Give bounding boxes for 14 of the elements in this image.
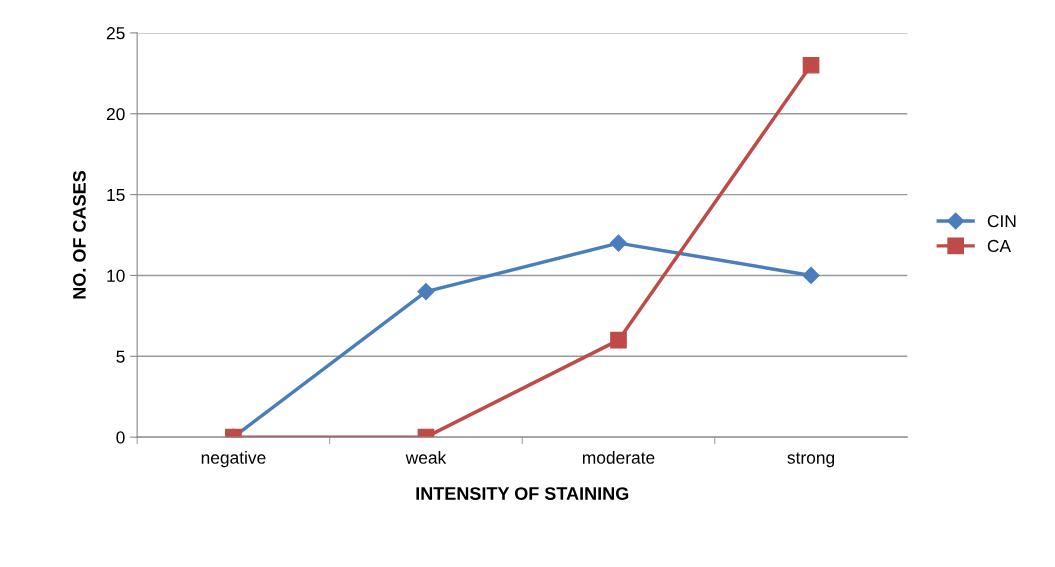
x-tick-label: strong	[787, 452, 835, 468]
x-tick-label: moderate	[582, 451, 655, 464]
x-tick-label: negative	[201, 451, 266, 468]
y-tick-label: 5	[116, 350, 125, 363]
legend-label: CIN	[987, 214, 1016, 228]
y-tick-label: 25	[106, 27, 125, 40]
legend-label: CA	[987, 239, 1012, 253]
y-axis-title: NO. OF CASES	[73, 171, 86, 299]
y-tick-label: 0	[116, 431, 125, 444]
y-tick-label: 10	[107, 269, 125, 282]
y-tick-label: 15	[107, 188, 125, 202]
x-tick-label: weak	[405, 451, 447, 464]
y-tick-label: 20	[106, 107, 125, 121]
x-axis-title: INTENSITY OF STAINING	[416, 487, 629, 500]
